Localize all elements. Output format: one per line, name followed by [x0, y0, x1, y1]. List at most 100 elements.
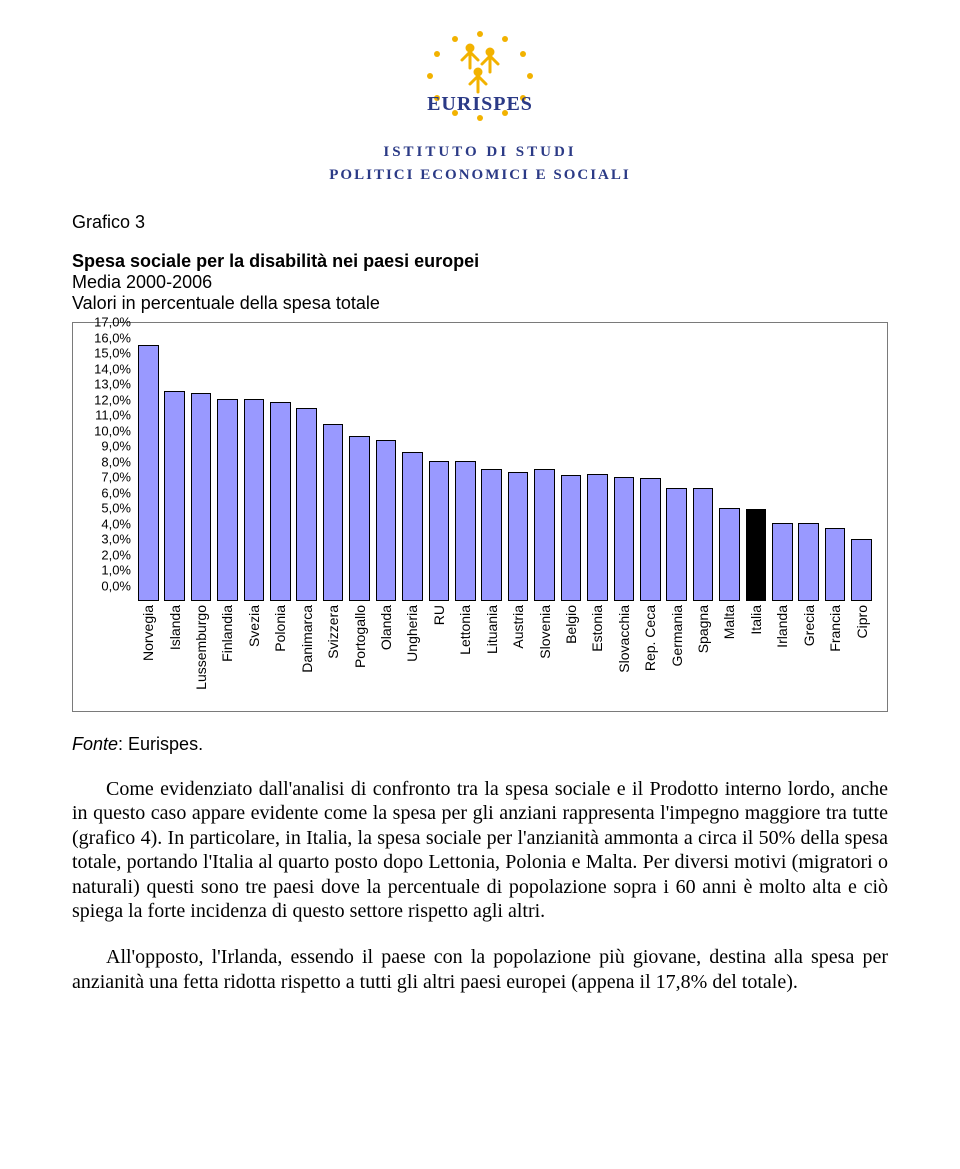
- bar-slot: [346, 337, 372, 601]
- x-tick-label: Estonia: [589, 605, 605, 652]
- x-slot: Islanda: [161, 601, 187, 711]
- institute-line1: ISTITUTO DI STUDI: [72, 144, 888, 161]
- bar-slot: [241, 337, 267, 601]
- x-slot: Cipro: [848, 601, 874, 711]
- bar-slot: [373, 337, 399, 601]
- x-axis: Norvegia IslandaLussemburgo Finlandia Svezi…: [135, 601, 875, 711]
- y-tick-label: 0,0%: [101, 579, 131, 594]
- chart-bar: [772, 523, 793, 601]
- bar-slot: [505, 337, 531, 601]
- x-tick-label: Finlandia: [219, 605, 235, 662]
- x-slot: Slovenia: [531, 601, 557, 711]
- chart-bar: [296, 408, 317, 601]
- bar-slot: [637, 337, 663, 601]
- page: EURISPES ISTITUTO DI STUDI POLITICI ECON…: [0, 0, 960, 1169]
- bar-slot: [188, 337, 214, 601]
- chart-bar: [614, 477, 635, 601]
- bar-slot: [663, 337, 689, 601]
- x-tick-label: Lituania: [484, 605, 500, 654]
- x-tick-label: Irlanda: [774, 605, 790, 648]
- x-slot: Grecia: [796, 601, 822, 711]
- y-tick-label: 8,0%: [101, 454, 131, 469]
- x-slot: Danimarca: [294, 601, 320, 711]
- x-tick-label: Grecia: [801, 605, 817, 646]
- logo-text: EURISPES: [427, 93, 533, 115]
- bar-slot: [848, 337, 874, 601]
- y-tick-label: 16,0%: [94, 330, 131, 345]
- bar-slot: [769, 337, 795, 601]
- chart-bar: [534, 469, 555, 601]
- y-tick-label: 12,0%: [94, 392, 131, 407]
- chart-bar: [429, 461, 450, 601]
- y-tick-label: 7,0%: [101, 470, 131, 485]
- y-tick-label: 5,0%: [101, 501, 131, 516]
- y-tick-label: 14,0%: [94, 361, 131, 376]
- x-slot: Malta: [716, 601, 742, 711]
- chart-bar: [349, 436, 370, 601]
- x-slot: RU: [426, 601, 452, 711]
- chart-bar: [244, 399, 265, 601]
- chart-bar: [666, 488, 687, 601]
- x-tick-label: Danimarca: [299, 605, 315, 673]
- x-tick-label: Portogallo: [352, 605, 368, 668]
- bar-slot: [478, 337, 504, 601]
- chart-bar: [164, 391, 185, 601]
- y-tick-label: 17,0%: [94, 315, 131, 330]
- x-slot: Finlandia: [214, 601, 240, 711]
- chart-bar: [508, 472, 529, 601]
- bar-slot: [611, 337, 637, 601]
- bar-slot: [452, 337, 478, 601]
- chart-subtitle-1: Media 2000-2006: [72, 272, 888, 293]
- x-slot: Polonia: [267, 601, 293, 711]
- x-tick-label: Lettonia: [457, 605, 473, 655]
- chart-bar: [746, 509, 767, 601]
- bar-slot: [822, 337, 848, 601]
- source-line: Fonte: Eurispes.: [72, 734, 888, 755]
- bar-slot: [796, 337, 822, 601]
- x-tick-label: Norvegia: [140, 605, 156, 661]
- x-slot: Svezia: [241, 601, 267, 711]
- x-slot: Lettonia: [452, 601, 478, 711]
- x-slot: Francia: [822, 601, 848, 711]
- x-slot: Portogallo: [346, 601, 372, 711]
- x-slot: Norvegia: [135, 601, 161, 711]
- bar-slot: [267, 337, 293, 601]
- x-tick-label: Belgio: [563, 605, 579, 644]
- bar-slot: [426, 337, 452, 601]
- eurispes-logo: EURISPES: [370, 24, 590, 134]
- x-tick-label: Slovacchia: [616, 605, 632, 673]
- x-slot: Lussemburgo: [188, 601, 214, 711]
- x-slot: Irlanda: [769, 601, 795, 711]
- y-tick-label: 2,0%: [101, 547, 131, 562]
- x-slot: Ungheria: [399, 601, 425, 711]
- chart-bar: [640, 478, 661, 601]
- x-tick-label: RU: [431, 605, 447, 625]
- x-slot: Lituania: [478, 601, 504, 711]
- x-tick-label: Rep. Ceca: [642, 605, 658, 671]
- x-tick-label: Francia: [827, 605, 843, 652]
- chart-title: Spesa sociale per la disabilità nei paes…: [72, 251, 888, 272]
- x-slot: Estonia: [584, 601, 610, 711]
- y-tick-label: 3,0%: [101, 532, 131, 547]
- chart-bar: [561, 475, 582, 601]
- bar-slot: [558, 337, 584, 601]
- x-slot: Slovacchia: [611, 601, 637, 711]
- y-tick-label: 6,0%: [101, 485, 131, 500]
- document-body: Grafico 3 Spesa sociale per la disabilit…: [72, 212, 888, 994]
- y-tick-label: 13,0%: [94, 377, 131, 392]
- bar-slot: [743, 337, 769, 601]
- x-slot: Belgio: [558, 601, 584, 711]
- chart-bar: [587, 474, 608, 601]
- x-tick-label: Germania: [669, 605, 685, 666]
- plot-area: [135, 337, 875, 601]
- x-tick-label: Malta: [721, 605, 737, 639]
- bar-slot: [399, 337, 425, 601]
- x-tick-label: Italia: [748, 605, 764, 635]
- chart-bar: [693, 488, 714, 601]
- chart-container: 0,0%1,0%2,0%3,0%4,0%5,0%6,0%7,0%8,0%9,0%…: [72, 322, 888, 712]
- x-tick-label: Polonia: [272, 605, 288, 652]
- x-tick-label: Cipro: [854, 605, 870, 638]
- y-tick-label: 4,0%: [101, 516, 131, 531]
- chart-bar: [138, 345, 159, 601]
- x-slot: Italia: [743, 601, 769, 711]
